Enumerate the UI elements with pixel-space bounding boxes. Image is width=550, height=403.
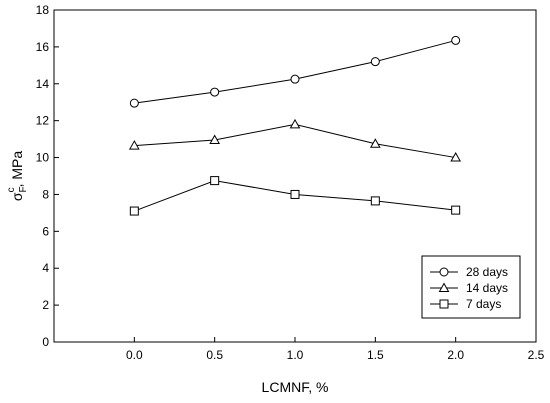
data-point-28-days bbox=[129, 98, 139, 108]
data-point-7-days bbox=[290, 189, 300, 199]
data-point-14-days bbox=[128, 140, 140, 150]
legend-marker-7-days bbox=[439, 299, 449, 309]
x-tick-label: 0.5 bbox=[206, 348, 223, 362]
data-point-7-days bbox=[210, 176, 220, 186]
data-point-7-days bbox=[129, 206, 139, 216]
x-tick-label: 2.0 bbox=[447, 348, 464, 362]
legend-marker-14-days bbox=[438, 282, 450, 292]
data-point-28-days bbox=[290, 74, 300, 84]
y-tick-label: 6 bbox=[42, 224, 49, 238]
x-axis: 0.0 0.5 1.0 1.5 2.0 2.5 bbox=[126, 337, 545, 362]
series-layer bbox=[128, 35, 462, 216]
x-tick-label: 2.5 bbox=[528, 348, 545, 362]
y-tick-label: 0 bbox=[42, 335, 49, 349]
data-point-7-days bbox=[451, 205, 461, 215]
y-tick-label: 4 bbox=[42, 261, 49, 275]
y-tick-label: 12 bbox=[36, 114, 50, 128]
y-tick-label: 18 bbox=[36, 3, 50, 17]
y-axis-label-sigma: σ bbox=[9, 192, 25, 201]
data-point-28-days bbox=[370, 57, 380, 67]
y-axis-label-superscript: c bbox=[6, 187, 17, 192]
y-axis-label-subscript: F bbox=[18, 186, 29, 192]
y-axis: 0 2 4 6 8 10 12 14 16 18 bbox=[36, 3, 59, 349]
data-point-14-days bbox=[450, 152, 462, 162]
legend-marker-28-days bbox=[439, 267, 449, 277]
legend-label-14-days: 14 days bbox=[466, 281, 508, 295]
x-tick-label: 1.5 bbox=[367, 348, 384, 362]
legend-label-7-days: 7 days bbox=[466, 297, 501, 311]
data-point-14-days bbox=[369, 138, 381, 148]
x-axis-label: LCMNF, % bbox=[262, 379, 329, 395]
y-axis-label: σFc, MPa bbox=[6, 151, 29, 202]
data-point-28-days bbox=[451, 35, 461, 45]
data-point-14-days bbox=[209, 134, 221, 145]
y-tick-label: 14 bbox=[36, 77, 50, 91]
data-point-14-days bbox=[289, 118, 301, 129]
y-tick-label: 2 bbox=[42, 298, 49, 312]
y-tick-label: 10 bbox=[36, 151, 50, 165]
y-axis-label-unit: , MPa bbox=[9, 151, 25, 188]
y-tick-label: 16 bbox=[36, 40, 50, 54]
legend-label-28-days: 28 days bbox=[466, 265, 508, 279]
x-tick-label: 1.0 bbox=[287, 348, 304, 362]
legend-box bbox=[421, 255, 521, 319]
data-point-7-days bbox=[370, 196, 380, 206]
x-tick-label: 0.0 bbox=[126, 348, 143, 362]
y-tick-label: 8 bbox=[42, 187, 49, 201]
legend: 28 days 14 days 7 days bbox=[421, 255, 521, 319]
data-point-28-days bbox=[210, 87, 220, 97]
